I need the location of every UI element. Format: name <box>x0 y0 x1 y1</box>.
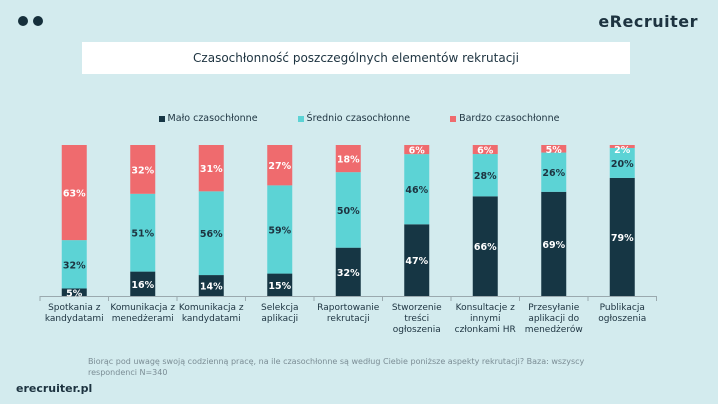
bar-segment <box>335 145 361 173</box>
bar-segment <box>541 191 567 296</box>
bar-segment <box>267 273 293 296</box>
category-label: rekrutacji <box>327 314 370 324</box>
bar-segment <box>130 145 156 194</box>
data-label: 59% <box>268 225 291 236</box>
data-label: 51% <box>131 229 154 240</box>
category-label: Konsultacje z <box>456 303 515 313</box>
bar-segment <box>472 196 498 296</box>
data-label: 31% <box>200 164 223 175</box>
legend-swatch-mid <box>297 115 304 122</box>
data-label: 28% <box>474 171 497 182</box>
bar-segment <box>335 247 361 296</box>
data-label: 20% <box>611 159 634 170</box>
bar-segment <box>61 240 87 289</box>
category-label: Raportowanie <box>317 303 380 313</box>
data-label: 26% <box>542 168 565 179</box>
legend-swatch-high <box>450 115 457 122</box>
category-label: członkami HR <box>455 325 516 335</box>
category-label: menedżerów <box>525 324 583 335</box>
data-label: 27% <box>268 161 291 172</box>
data-label: 47% <box>405 256 428 267</box>
data-label: 6% <box>409 146 426 157</box>
category-label: Komunikacja z <box>110 303 175 313</box>
data-label: 5% <box>66 288 83 299</box>
data-label: 79% <box>611 233 634 244</box>
bar-segment <box>267 145 293 186</box>
data-label: 50% <box>337 206 360 217</box>
category-label: Selekcja <box>261 303 298 313</box>
bar-segment <box>198 191 224 276</box>
data-label: 63% <box>63 189 86 200</box>
brand-logo: eRecruiter <box>598 12 698 31</box>
category-label: Stworzenie <box>392 303 442 313</box>
data-label: 32% <box>63 260 86 271</box>
data-label: 18% <box>337 155 360 166</box>
legend-label-low: Mało czasochłonne <box>167 113 258 124</box>
bar-segment <box>335 172 361 248</box>
bar-segment <box>198 145 224 192</box>
data-label: 56% <box>200 229 223 240</box>
category-label: aplikacji <box>261 314 298 324</box>
bar-segment <box>609 147 635 178</box>
bar-segment <box>130 271 156 296</box>
category-label: kandydatami <box>45 314 104 324</box>
category-label: aplikacji do <box>528 314 579 324</box>
bar-segment <box>404 145 430 155</box>
category-label: Przesyłanie <box>528 303 580 313</box>
legend-label-high: Bardzo czasochłonne <box>459 113 560 124</box>
bar-segment <box>404 224 430 296</box>
category-label: treści <box>404 313 429 324</box>
data-label: 32% <box>131 165 154 176</box>
bar-segment <box>541 152 567 192</box>
dot-icon <box>33 16 43 26</box>
bar-segment <box>609 177 635 296</box>
category-label: menedżerami <box>112 314 174 324</box>
bar-segment <box>541 145 567 153</box>
bar-segment <box>472 145 498 155</box>
chart-title: Czasochłonność poszczególnych elementów … <box>193 51 519 65</box>
bar-segment <box>61 145 87 241</box>
data-label: 66% <box>474 242 497 253</box>
data-label: 69% <box>542 240 565 251</box>
category-label: ogłoszenia <box>598 314 646 324</box>
brand-dots <box>18 16 43 26</box>
category-label: ogłoszenia <box>393 325 441 335</box>
dot-icon <box>18 16 28 26</box>
category-label: Komunikacja z <box>179 303 244 313</box>
title-box: Czasochłonność poszczególnych elementów … <box>82 42 630 74</box>
data-label: 14% <box>200 282 223 293</box>
bar-segment <box>472 154 498 197</box>
bar-segment <box>609 145 635 148</box>
bar-segment <box>267 185 293 274</box>
footnote: Biorąc pod uwagę swoją codzienną pracę, … <box>88 357 585 377</box>
legend-item-low: Mało czasochłonne <box>158 113 258 124</box>
legend-swatch-low <box>158 115 165 122</box>
data-label: 16% <box>131 280 154 291</box>
legend-item-high: Bardzo czasochłonne <box>450 113 559 124</box>
data-label: 32% <box>337 268 360 279</box>
category-label: innymi <box>470 314 501 324</box>
data-label: 2% <box>614 145 631 156</box>
footer-url: erecruiter.pl <box>16 382 93 395</box>
bar-segment <box>198 275 224 296</box>
data-label: 15% <box>268 281 291 292</box>
data-label: 46% <box>405 185 428 196</box>
data-label: 5% <box>546 145 563 156</box>
legend-item-mid: Średnio czasochłonne <box>297 113 411 124</box>
category-label: Spotkania z <box>48 303 101 313</box>
category-label: Publikacja <box>600 303 645 313</box>
chart-legend: Mało czasochłonne Średnio czasochłonne B… <box>0 113 718 124</box>
legend-label-mid: Średnio czasochłonne <box>306 113 411 124</box>
bar-segment <box>61 288 87 296</box>
category-label: kandydatami <box>182 314 241 324</box>
bar-segment <box>130 193 156 272</box>
data-label: 6% <box>477 146 494 157</box>
bar-segment <box>404 154 430 225</box>
